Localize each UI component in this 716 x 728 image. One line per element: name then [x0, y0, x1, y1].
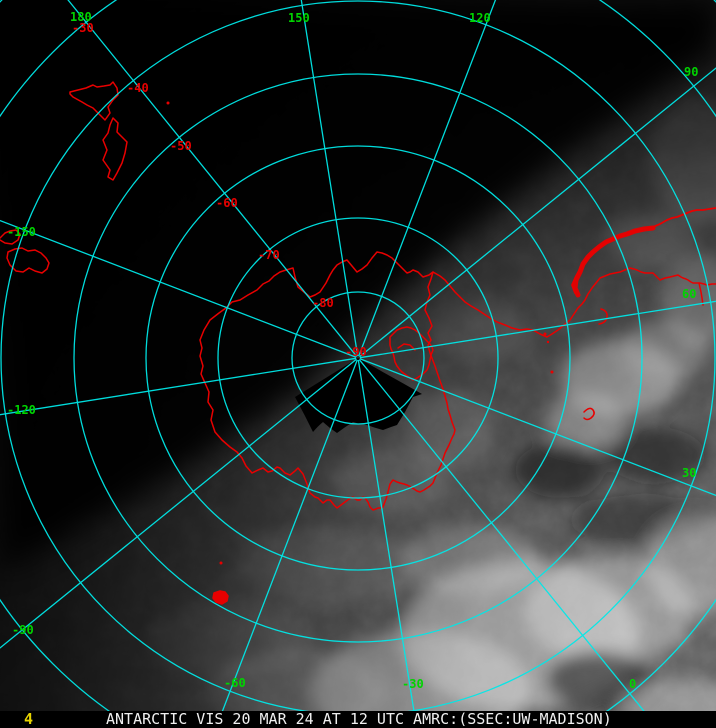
- coastline-ross-island: [389, 326, 434, 381]
- coastline-curl-a: [598, 308, 608, 325]
- islet-dot: [543, 332, 547, 336]
- meridian--60: [215, 359, 358, 728]
- coastline-left-edge-island-a: [0, 229, 21, 245]
- coastline-curl-b: [583, 407, 595, 421]
- latitude-circle--70: [217, 217, 499, 499]
- terminator-shadow: [0, 0, 716, 572]
- islet-dot: [166, 101, 170, 105]
- meridian-60: [359, 300, 716, 359]
- meridian-150: [300, 0, 359, 357]
- islet-dot: [219, 561, 223, 565]
- meridian-180: [67, 0, 358, 357]
- coastlines: [0, 81, 716, 605]
- latitude-circle--50: [73, 73, 643, 643]
- coastline-east-antarctica: [432, 267, 716, 338]
- meridian--120: [0, 357, 357, 416]
- coastline-antarctica-main: [199, 251, 456, 511]
- island-filled: [212, 590, 229, 605]
- meridian--90: [0, 358, 357, 649]
- coastline-spur: [698, 282, 704, 306]
- ice-edge-line: [571, 207, 716, 294]
- coastline-new-zealand-south: [102, 117, 128, 181]
- coastline-left-edge-island-b: [6, 247, 50, 274]
- meridian-90: [359, 67, 716, 358]
- frame-number: 4: [24, 710, 34, 728]
- caption-text: ANTARCTIC VIS 20 MAR 24 AT 12 UTC AMRC:(…: [106, 710, 612, 728]
- meridian--150: [0, 219, 357, 358]
- islet-dot: [546, 340, 550, 344]
- data-gap-wedge: [295, 358, 422, 433]
- latitude-circle--60: [145, 145, 571, 571]
- coastline-new-zealand-north: [69, 81, 119, 121]
- latitude-circle--80: [291, 291, 425, 425]
- caption-bar: 4 ANTARCTIC VIS 20 MAR 24 AT 12 UTC AMRC…: [0, 711, 716, 728]
- meridian-30: [359, 358, 716, 497]
- meridian--30: [357, 359, 418, 728]
- meridian-120: [358, 0, 497, 357]
- islet-dot: [550, 370, 554, 374]
- coastline-ross-detail: [397, 343, 416, 351]
